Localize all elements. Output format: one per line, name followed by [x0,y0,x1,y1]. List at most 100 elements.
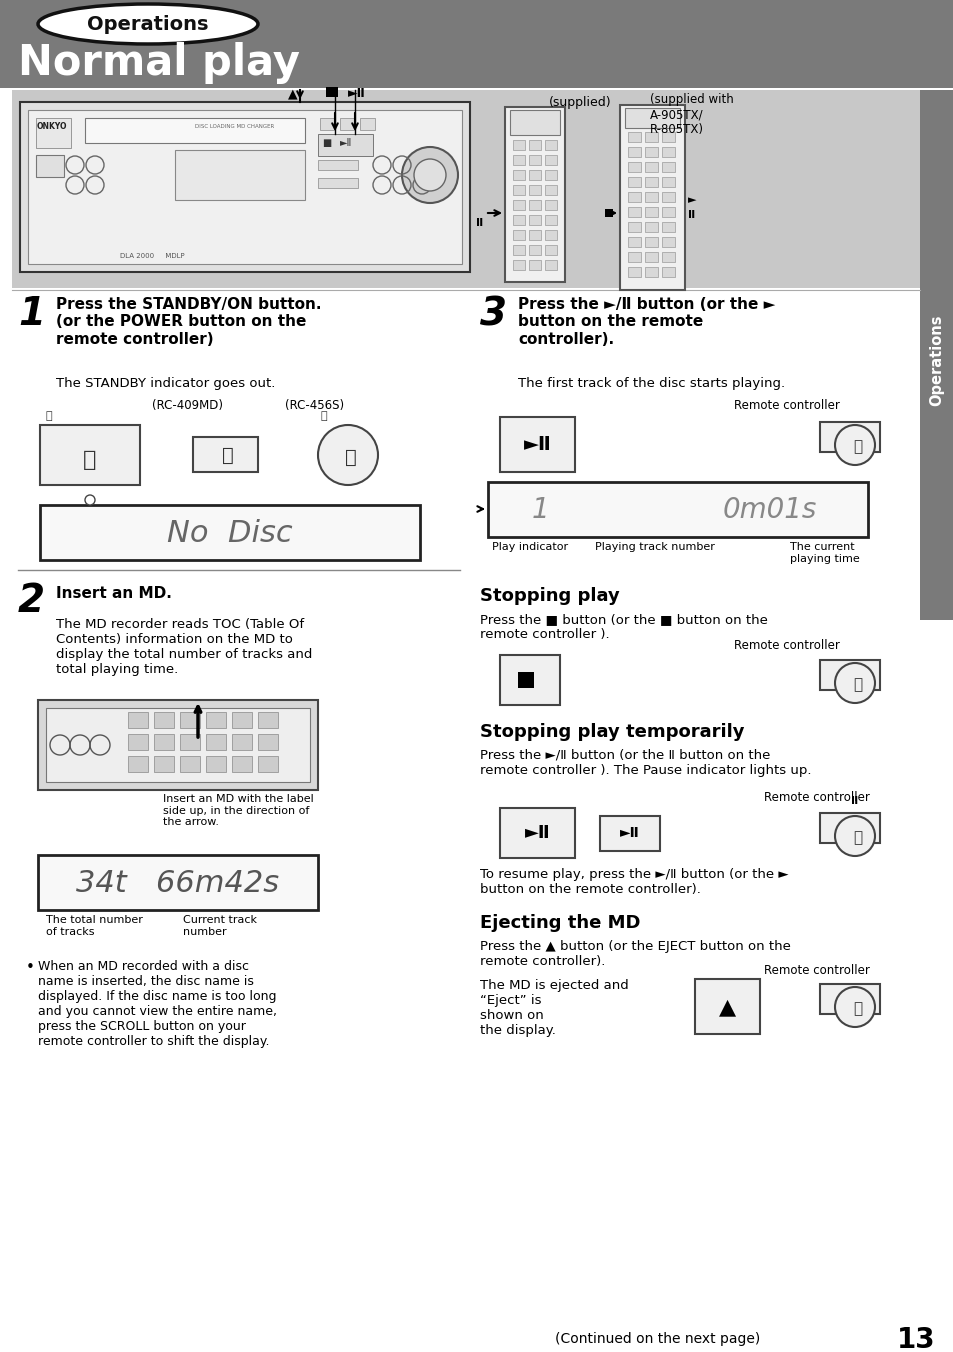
Bar [529,170,540,180]
Text: Remote controller: Remote controller [734,399,840,412]
Bar [661,132,675,142]
Bar [627,192,640,201]
Bar [174,150,305,200]
Bar [319,118,335,130]
Bar [820,813,879,844]
Bar [695,979,760,1034]
Text: Press the ▲ button (or the EJECT button on the
remote controller).: Press the ▲ button (or the EJECT button … [479,940,790,968]
Bar [257,734,277,750]
Bar [661,147,675,157]
Text: ⏻: ⏻ [320,411,327,420]
Text: Stopping play: Stopping play [479,587,619,604]
Text: Press the ►/Ⅱ button (or the ►
button on the remote
controller).: Press the ►/Ⅱ button (or the ► button on… [517,297,775,347]
Text: Ⅱ: Ⅱ [476,218,482,228]
Bar [627,147,640,157]
Bar [544,260,557,270]
Bar [599,817,659,850]
Bar [153,713,173,727]
Text: ✋: ✋ [853,677,862,692]
Bar [38,854,317,910]
Text: ✋: ✋ [853,830,862,845]
Bar [339,118,355,130]
Text: Operations: Operations [87,15,209,34]
Circle shape [414,160,446,191]
Bar [180,734,200,750]
Ellipse shape [38,4,257,45]
Bar [317,160,357,170]
Bar [128,713,148,727]
Text: (supplied): (supplied) [548,96,611,110]
Bar [40,506,419,560]
Bar [513,170,524,180]
Text: DISC LOADING MD CHANGER: DISC LOADING MD CHANGER [194,124,274,128]
Bar [513,141,524,150]
Bar [153,734,173,750]
Text: ►Ⅱ: ►Ⅱ [523,435,551,454]
Bar [644,237,658,247]
Bar [644,177,658,187]
Text: ▲: ▲ [719,996,736,1017]
Bar [919,91,953,621]
Text: The total number
of tracks: The total number of tracks [46,915,143,937]
Text: ONKYO: ONKYO [37,122,68,131]
Bar [544,230,557,241]
Text: Remote controller: Remote controller [763,964,869,977]
Text: ►Ⅱ: ►Ⅱ [619,826,639,840]
Text: Remote controller: Remote controller [763,791,869,804]
Bar [46,708,310,781]
Text: To resume play, press the ►/Ⅱ button (or the ►
button on the remote controller).: To resume play, press the ►/Ⅱ button (or… [479,868,788,896]
Bar [359,118,375,130]
Bar [644,207,658,218]
Text: ✋: ✋ [853,439,862,454]
Text: Playing track number: Playing track number [595,542,714,552]
Bar [499,808,575,859]
Bar [627,266,640,277]
Text: ✋: ✋ [222,446,233,465]
Text: Play indicator: Play indicator [492,542,568,552]
Text: (supplied with
A-905TX/
R-805TX): (supplied with A-905TX/ R-805TX) [649,93,733,137]
Bar [513,215,524,224]
Bar [627,177,640,187]
Bar [38,700,317,790]
Text: Stopping play temporarily: Stopping play temporarily [479,723,743,741]
Circle shape [834,425,874,465]
Bar [604,210,613,218]
Circle shape [401,147,457,203]
Bar [517,672,534,688]
Bar [488,483,867,537]
Bar [529,200,540,210]
Text: The STANDBY indicator goes out.: The STANDBY indicator goes out. [56,377,275,389]
Bar [644,132,658,142]
Text: ►Ⅱ: ►Ⅱ [339,138,352,147]
Bar [513,230,524,241]
Bar [206,713,226,727]
Circle shape [834,662,874,703]
Text: Ejecting the MD: Ejecting the MD [479,914,639,932]
Text: Remote controller: Remote controller [734,639,840,652]
Text: ✋: ✋ [83,450,96,470]
Text: 0m01s: 0m01s [722,496,817,525]
Bar [644,147,658,157]
Bar [513,260,524,270]
Bar [513,155,524,165]
Bar [12,91,919,288]
Bar [128,734,148,750]
Text: Insert an MD.: Insert an MD. [56,585,172,602]
Bar [627,237,640,247]
Text: Operations: Operations [928,314,943,406]
Bar [180,756,200,772]
Text: 34t   66m42s: 34t 66m42s [76,868,279,898]
Text: Press the ■ button (or the ■ button on the
remote controller ).: Press the ■ button (or the ■ button on t… [479,612,767,641]
Text: The MD recorder reads TOC (Table Of
Contents) information on the MD to
display t: The MD recorder reads TOC (Table Of Cont… [56,618,312,676]
Bar [661,192,675,201]
Bar [544,245,557,256]
Text: •: • [26,960,35,975]
Bar [544,170,557,180]
Text: The first track of the disc starts playing.: The first track of the disc starts playi… [517,377,784,389]
Bar [28,110,461,264]
Bar [661,177,675,187]
Bar [544,141,557,150]
Bar [513,185,524,195]
Text: ►Ⅱ: ►Ⅱ [525,823,550,842]
Bar [499,416,575,472]
